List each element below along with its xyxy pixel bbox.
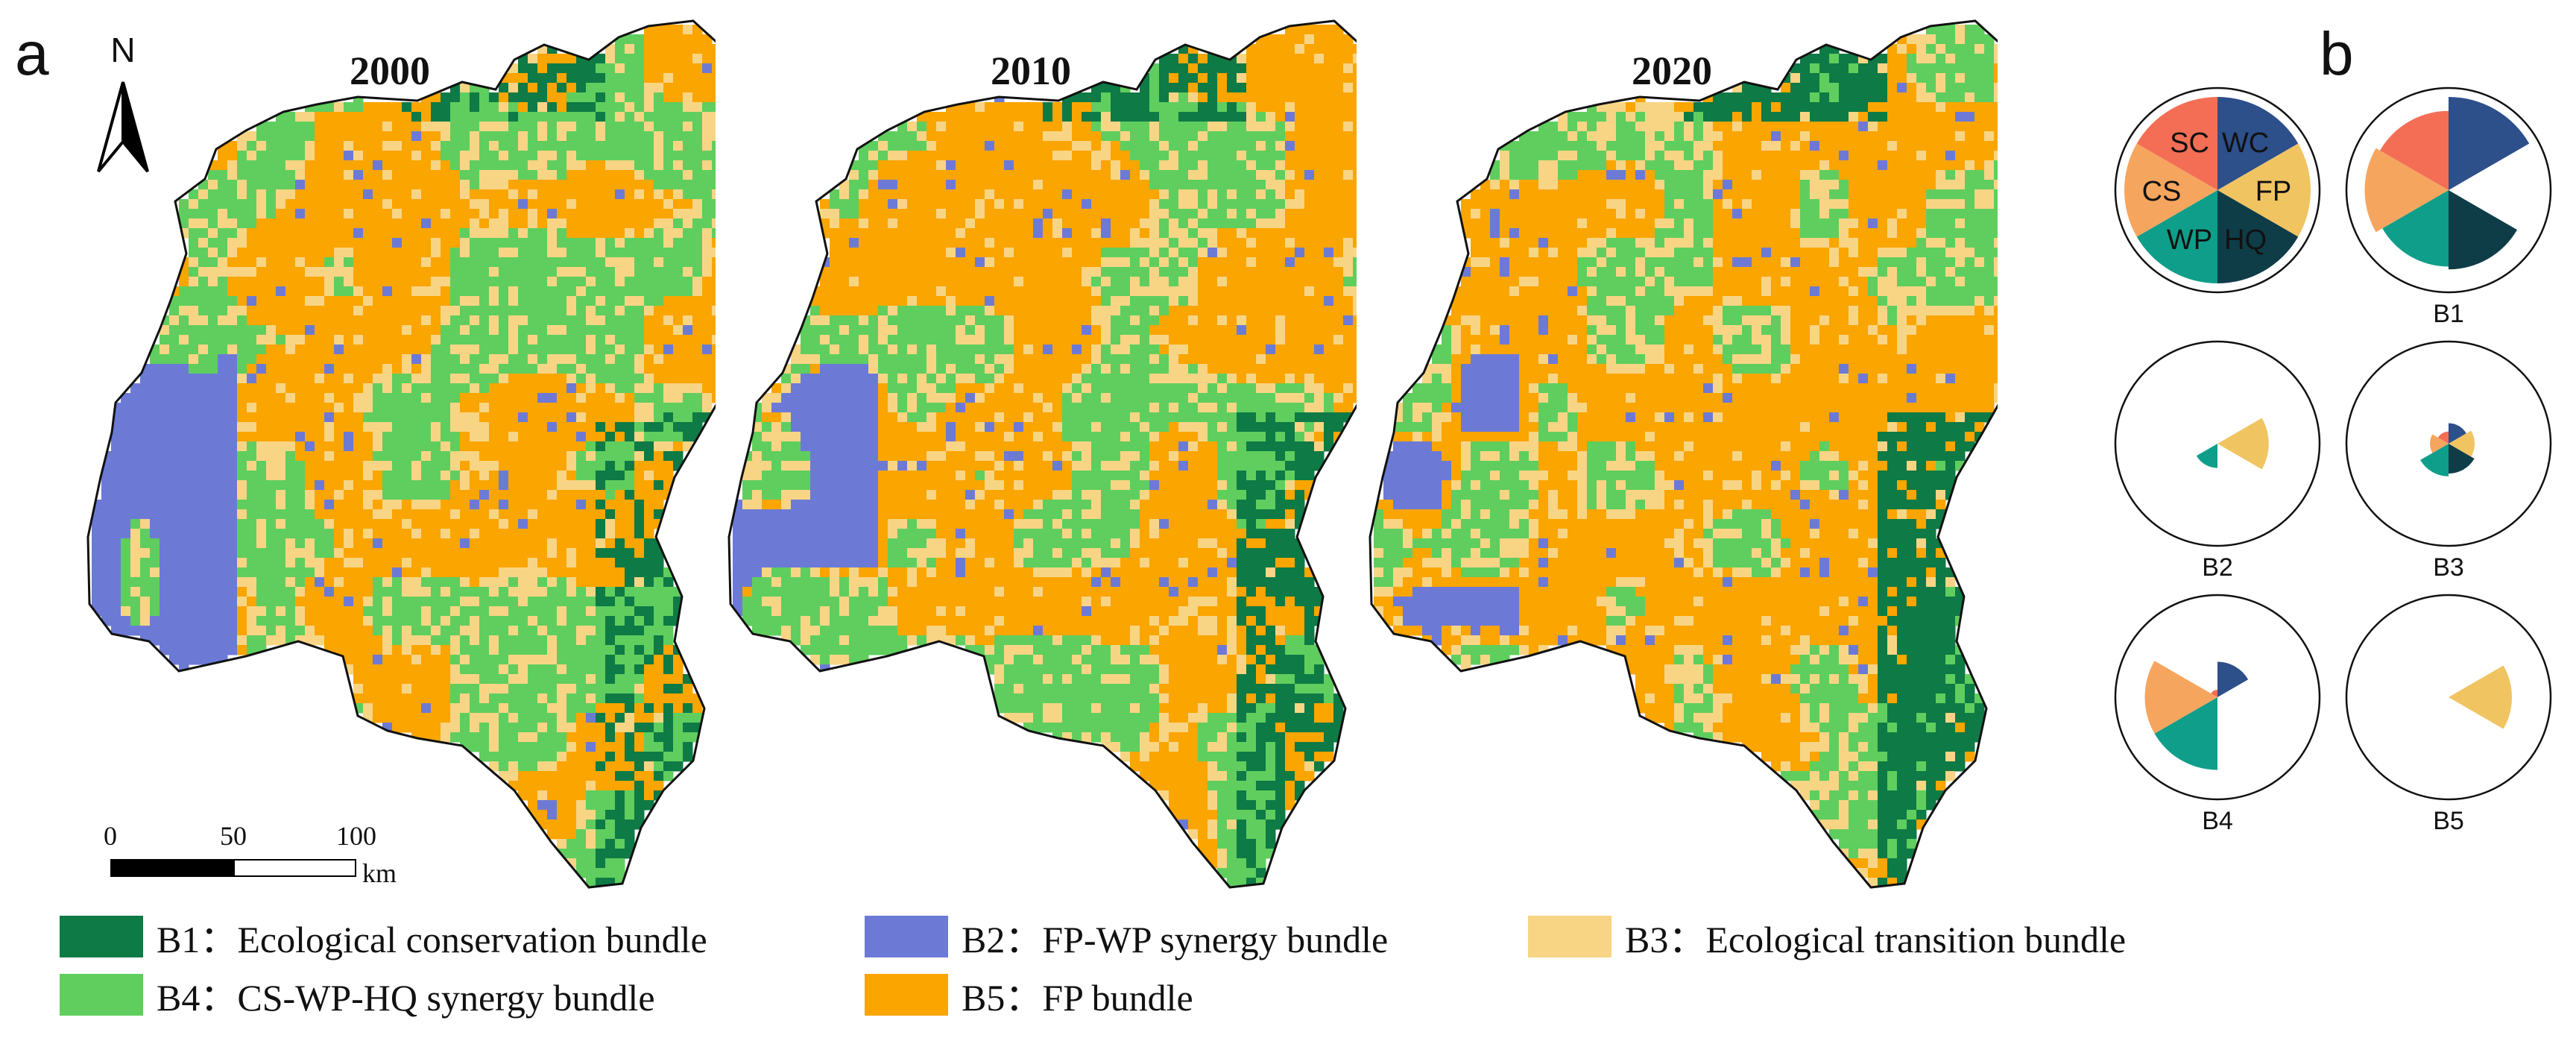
map-title-2010: 2010 [991, 48, 1071, 93]
rose-sector-wc [2217, 661, 2249, 697]
map-title-2000: 2000 [350, 48, 430, 93]
rose-sector-sc [2211, 690, 2217, 697]
legend-label-b4: B4：CS-WP-HQ synergy bundle [157, 977, 655, 1019]
scale-tick-100: 100 [336, 821, 376, 851]
scale-bar: 0 50 100 km [97, 820, 440, 888]
rose-key-label-fp: FP [2255, 176, 2292, 207]
rose-sector-wp [2136, 190, 2217, 283]
rose-label-b4: B4 [2202, 807, 2233, 835]
legend-label-b3: B3：Ecological transition bundle [1625, 919, 2127, 960]
north-arrow: N [82, 30, 164, 179]
legend-item-b5: B5：FP bundle [865, 972, 1193, 1019]
rose-sector-cs [2430, 434, 2449, 453]
panel-label-a: a [15, 20, 49, 88]
rose-key-label-cs: CS [2142, 176, 2182, 207]
bundle-rose-charts: WC FP HQ WP CS SC B1 B2 B3 B4 B5 [2102, 82, 2564, 835]
bundle-map-2020 [1368, 19, 1998, 889]
raster-cells [733, 25, 1357, 887]
legend-item-b1: B1：Ecological conservation bundle [60, 913, 707, 960]
rose-b1: B1 [2340, 82, 2557, 329]
region-boundary [727, 19, 1357, 889]
legend-swatch-b2 [865, 916, 948, 957]
panel-label-b: b [2320, 20, 2354, 88]
legend-swatch-b4 [60, 974, 143, 1016]
rose-sector-wc [2449, 423, 2466, 444]
map-title-2020: 2020 [1632, 48, 1712, 93]
rose-label-b1: B1 [2433, 300, 2464, 328]
rose-key-label-sc: SC [2170, 128, 2209, 159]
rose-chart-b3 [2345, 340, 2552, 547]
legend-item-b2: B2：FP-WP synergy bundle [865, 913, 1388, 960]
rose-key: WC FP HQ WP CS SC [2109, 82, 2326, 298]
rose-label-b5: B5 [2433, 807, 2464, 835]
rose-sector-sc [2379, 110, 2449, 190]
rose-sector-wp [2196, 444, 2217, 468]
rose-key-label-wp: WP [2167, 224, 2212, 256]
rose-sector-cs [2364, 148, 2449, 233]
rose-sector-wc [2449, 97, 2530, 190]
rose-b2: B2 [2109, 336, 2326, 582]
legend-label-b5: B5：FP bundle [962, 977, 1193, 1019]
bundle-map-2010 [727, 19, 1357, 889]
rose-sector-fp [2217, 143, 2311, 237]
rose-sector-cs [2144, 661, 2217, 734]
bundle-map-2000 [86, 19, 716, 889]
north-arrow-icon [97, 81, 149, 173]
north-arrow-label: N [110, 31, 136, 69]
rose-sector-wp [2420, 444, 2449, 476]
rose-key-chart: WC FP HQ WP CS SC [2114, 86, 2321, 294]
rose-sector-sc [2437, 431, 2449, 444]
scale-segment-white [233, 859, 356, 877]
rose-label-b3: B3 [2433, 553, 2464, 582]
rose-sector-wc [2217, 97, 2299, 190]
rose-sector-fp [2217, 418, 2269, 470]
legend-label-b2: B2：FP-WP synergy bundle [962, 919, 1389, 960]
legend-swatch-b1 [60, 916, 143, 957]
rose-b4: B4 [2109, 589, 2326, 836]
rose-sector-wp [2382, 190, 2449, 267]
legend-item-b3: B3：Ecological transition bundle [1528, 913, 2126, 960]
region-boundary [1368, 19, 1998, 889]
scale-tick-0: 0 [104, 821, 117, 851]
scale-segment-black [110, 859, 233, 877]
raster-cells [92, 25, 716, 887]
raster-cells [1374, 25, 1998, 887]
rose-b3: B3 [2340, 336, 2557, 582]
rose-sector-cs [2124, 143, 2217, 237]
rose-chart-b1 [2345, 86, 2552, 294]
scale-unit: km [362, 858, 397, 888]
rose-sector-hq [2449, 444, 2475, 474]
rose-chart-b4 [2114, 594, 2321, 801]
legend-label-b1: B1：Ecological conservation bundle [157, 919, 707, 960]
rose-sector-fp [2449, 430, 2475, 457]
rose-chart-b2 [2114, 340, 2321, 547]
legend-swatch-b3 [1528, 916, 1611, 957]
legend: B1：Ecological conservation bundle B2：FP-… [60, 913, 2519, 1033]
rose-chart-b5 [2345, 594, 2552, 801]
rose-sector-wp [2154, 697, 2217, 770]
rose-sector-hq [2217, 190, 2299, 283]
rose-key-label-hq: HQ [2224, 224, 2267, 256]
rose-sector-sc [2136, 97, 2217, 190]
rose-b5: B5 [2340, 589, 2557, 836]
legend-item-b4: B4：CS-WP-HQ synergy bundle [60, 972, 655, 1019]
rose-label-b2: B2 [2202, 553, 2233, 582]
region-boundary [86, 19, 716, 889]
rose-sector-fp [2449, 665, 2512, 729]
rose-key-label-wc: WC [2222, 128, 2269, 159]
scale-tick-50: 50 [220, 821, 247, 851]
rose-sector-hq [2449, 190, 2518, 270]
legend-swatch-b5 [865, 974, 948, 1016]
